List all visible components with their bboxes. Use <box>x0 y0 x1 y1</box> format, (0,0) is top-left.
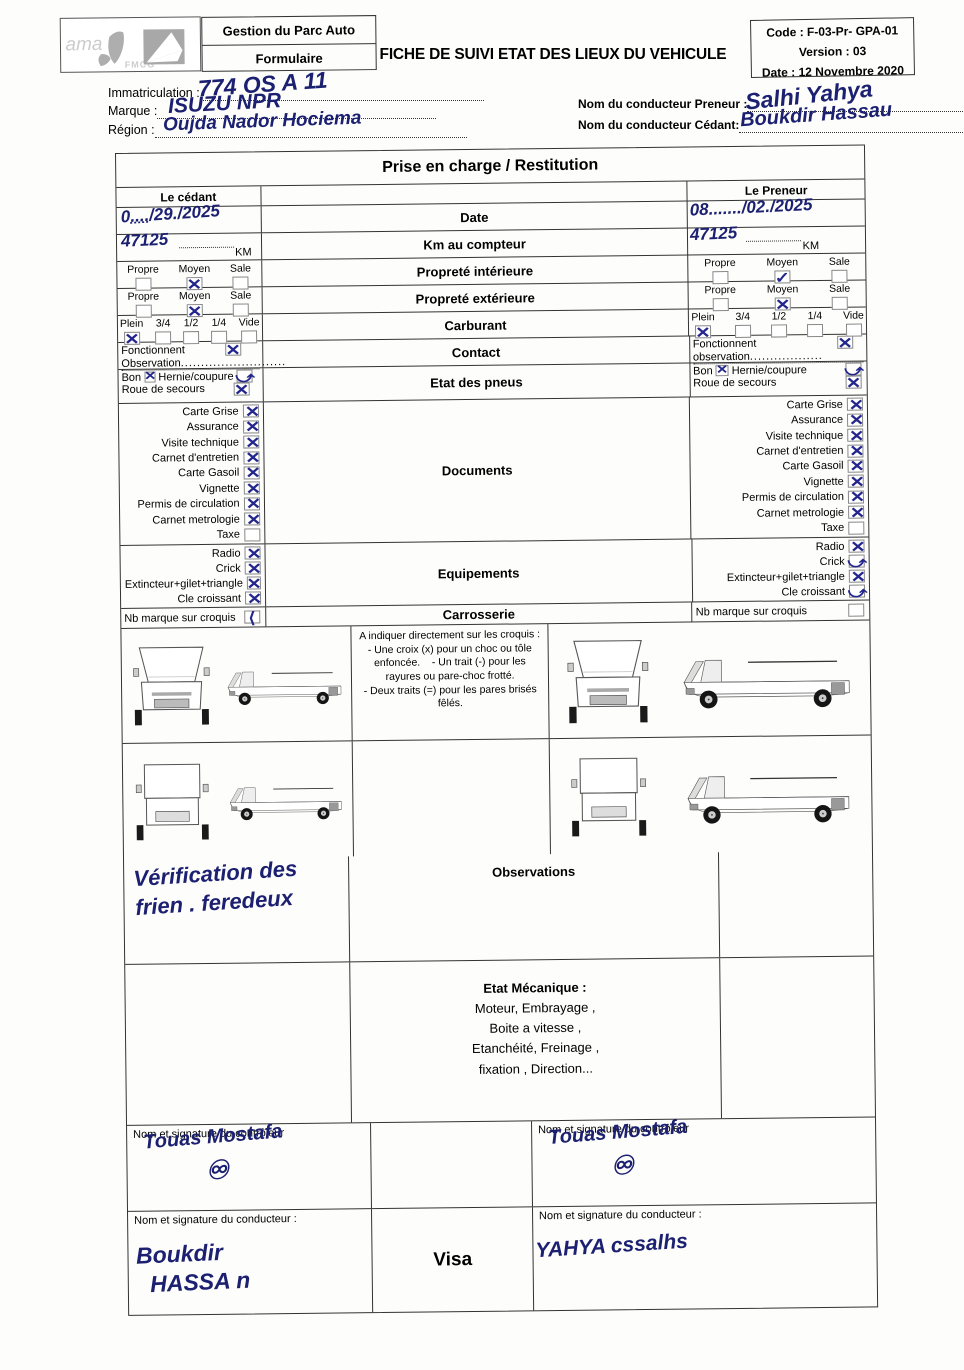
svg-text:ama: ama <box>65 34 102 55</box>
